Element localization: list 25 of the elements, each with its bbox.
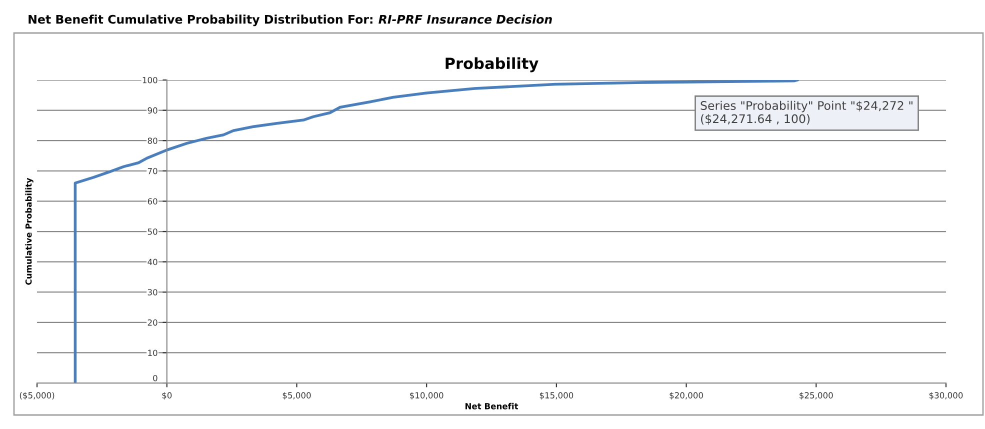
y-tick-label: 10 — [148, 350, 158, 356]
y-tick-label: 0 — [153, 374, 158, 382]
y-tick-label: 100 — [142, 76, 158, 84]
x-tick-label: $30,000 — [929, 392, 963, 400]
chart-title: Probability — [446, 57, 538, 72]
y-tick-label: 60 — [148, 198, 158, 204]
x-tick-label: $10,000 — [410, 392, 444, 400]
x-tick-label: $5,000 — [282, 392, 311, 400]
y-tick-label: 40 — [148, 258, 158, 266]
text: Net Benefit Cumulative Probability Distribution For: — [28, 14, 372, 26]
y-tick-label: 20 — [148, 319, 158, 326]
y-tick-label: 70 — [148, 168, 158, 174]
text: RI-PRF Insurance Decision — [378, 14, 552, 24]
y-tick-label: 30 — [148, 289, 158, 296]
annotation: Series "Probability" Point "$24,272 " ($24,271.64 , 100) — [700, 100, 912, 125]
x-tick-label: $20,000 — [670, 392, 703, 400]
y-tick-label: 50 — [148, 228, 158, 235]
x-tick-label: $25,000 — [800, 392, 833, 400]
y-tick-label: 80 — [148, 138, 158, 144]
x-tick-label: $15,000 — [540, 392, 574, 400]
y-tick-label: 90 — [148, 107, 158, 114]
x-axis-title: Net Benefit — [466, 402, 518, 410]
x-tick-label: $0 — [162, 392, 172, 400]
y-axis-title: Cumulative Probability — [25, 178, 34, 285]
x-tick-label: ($5,000) — [20, 392, 54, 400]
